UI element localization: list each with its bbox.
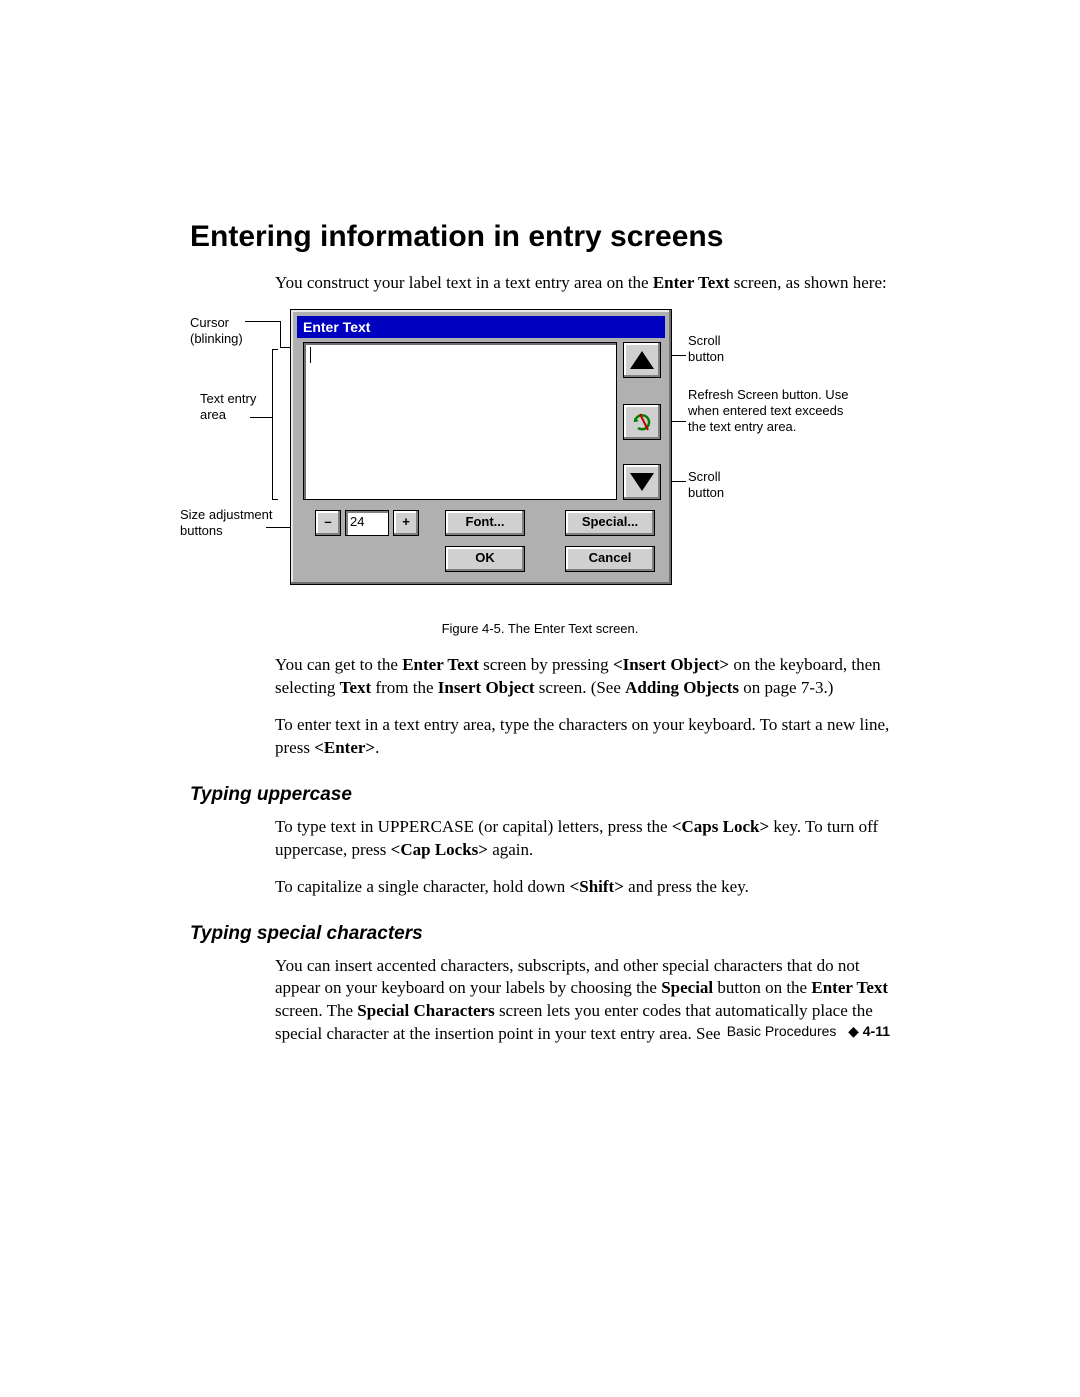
figure-caption: Figure 4-5. The Enter Text screen. [190, 621, 890, 636]
font-button[interactable]: Font... [445, 510, 525, 536]
scroll-up-button[interactable] [623, 342, 661, 378]
size-plus-button[interactable]: + [393, 510, 419, 536]
intro-paragraph: You construct your label text in a text … [275, 272, 890, 295]
paragraph-4: To type text in UPPERCASE (or capital) l… [275, 816, 890, 862]
refresh-icon [631, 411, 653, 433]
text-cursor [310, 347, 311, 363]
text-entry-area[interactable] [303, 342, 617, 500]
ok-button[interactable]: OK [445, 546, 525, 572]
document-page: Entering information in entry screens Yo… [0, 0, 1080, 1180]
callout-size-buttons: Size adjustment buttons [180, 507, 280, 540]
footer-section: Basic Procedures [727, 1023, 837, 1039]
dialog-title: Enter Text [297, 316, 665, 338]
triangle-down-icon [630, 473, 654, 491]
paragraph-2: You can get to the Enter Text screen by … [275, 654, 890, 700]
scroll-down-button[interactable] [623, 464, 661, 500]
enter-text-dialog: Enter Text – 24 + Font... [290, 309, 672, 585]
callout-scroll-bottom: Scroll button [688, 469, 758, 502]
callout-text-area: Text entry area [200, 391, 260, 424]
page-heading: Entering information in entry screens [190, 220, 890, 254]
footer-page-number: 4-11 [863, 1023, 890, 1039]
page-footer: Basic Procedures ◆ 4-11 [727, 1023, 890, 1040]
callout-refresh: Refresh Screen button. Use when entered … [688, 387, 858, 436]
figure-enter-text: Cursor (blinking) Text entry area Size a… [190, 309, 890, 609]
refresh-button[interactable] [623, 404, 661, 440]
callout-scroll-top: Scroll button [688, 333, 758, 366]
subheading-special: Typing special characters [190, 923, 890, 945]
subheading-uppercase: Typing uppercase [190, 784, 890, 806]
paragraph-5: To capitalize a single character, hold d… [275, 876, 890, 899]
size-minus-button[interactable]: – [315, 510, 341, 536]
paragraph-3: To enter text in a text entry area, type… [275, 714, 890, 760]
font-size-field[interactable]: 24 [345, 510, 389, 536]
triangle-up-icon [630, 351, 654, 369]
callout-cursor: Cursor (blinking) [190, 315, 270, 348]
cancel-button[interactable]: Cancel [565, 546, 655, 572]
special-button[interactable]: Special... [565, 510, 655, 536]
